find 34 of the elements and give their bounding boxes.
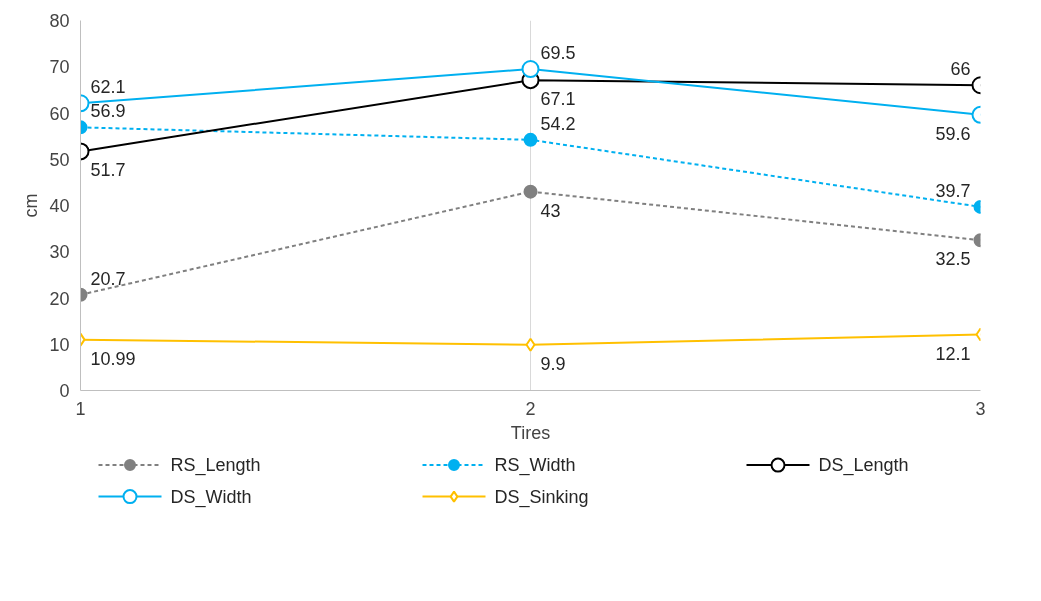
legend-label: RS_Length <box>170 455 261 477</box>
x-axis-title: Tires <box>510 422 551 443</box>
data-label: 43 <box>540 200 561 221</box>
data-label: 12.1 <box>935 343 971 364</box>
data-label: 9.9 <box>540 353 566 374</box>
y-tick-label: 0 <box>59 381 70 401</box>
data-label: 66 <box>950 59 971 80</box>
y-tick-label: 40 <box>49 196 70 216</box>
y-tick-label: 20 <box>49 288 70 309</box>
data-label: 56.9 <box>90 101 126 122</box>
legend-label: DS_Width <box>170 486 252 508</box>
data-label: 69.5 <box>540 43 576 64</box>
data-label: 20.7 <box>90 268 126 289</box>
x-tick-label: 3 <box>975 398 986 419</box>
data-label: 32.5 <box>935 249 971 270</box>
legend-label: RS_Width <box>494 455 576 477</box>
y-tick-label: 10 <box>49 334 70 355</box>
data-label: 39.7 <box>935 180 971 201</box>
y-axis-title: cm <box>21 193 42 218</box>
data-label: 51.7 <box>90 160 126 181</box>
data-label: 67.1 <box>540 89 576 110</box>
y-tick-label: 70 <box>49 57 70 78</box>
y-tick-label: 30 <box>49 242 70 263</box>
y-tick-label: 80 <box>49 11 70 31</box>
legend-label: DS_Sinking <box>494 486 589 508</box>
x-tick-label: 1 <box>75 398 86 419</box>
data-label: 54.2 <box>540 113 576 134</box>
x-tick-label: 2 <box>525 398 536 419</box>
y-tick-label: 50 <box>49 149 70 170</box>
data-label: 10.99 <box>90 348 136 369</box>
data-label: 59.6 <box>935 123 971 144</box>
data-label: 62.1 <box>90 77 126 98</box>
legend-label: DS_Length <box>818 455 909 477</box>
y-tick-label: 60 <box>49 103 70 124</box>
